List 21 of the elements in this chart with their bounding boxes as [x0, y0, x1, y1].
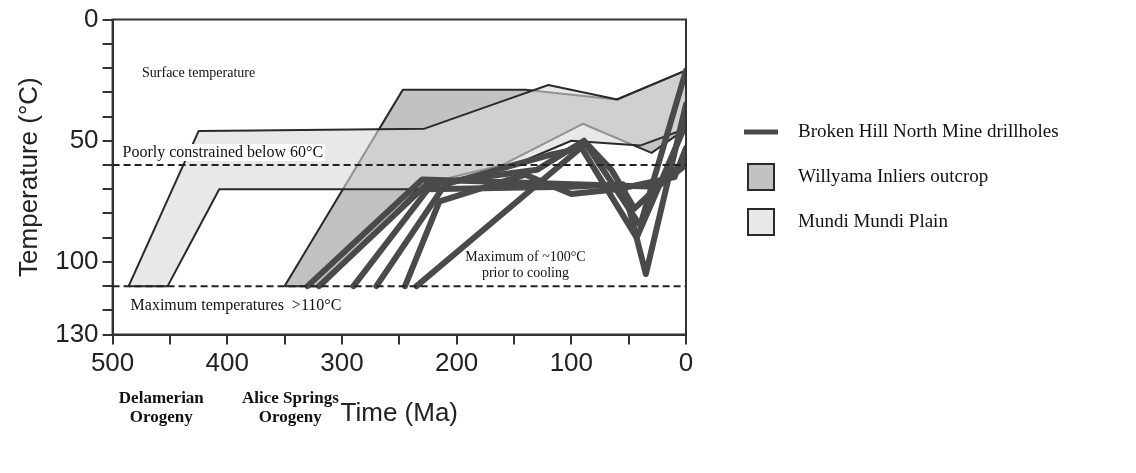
ref-line-label: Poorly constrained below 60°C: [122, 143, 324, 162]
text: Delamerian Orogeny: [118, 388, 205, 427]
legend-label: Broken Hill North Mine drillholes: [798, 120, 1059, 142]
x-tick-label: 400: [205, 347, 249, 378]
y-tick-label: 0: [84, 2, 99, 33]
x-axis-title: Time (Ma): [340, 396, 459, 427]
x-tick-label: 100: [549, 347, 594, 378]
legend-label: Willyama Inliers outcrop: [798, 165, 989, 187]
x-tick-label: 200: [434, 347, 479, 378]
legend-label: Mundi Mundi Plain: [798, 210, 949, 232]
x-tick-label: 0: [678, 347, 694, 378]
ref-line-label: Maximum temperatures >110°C: [130, 296, 342, 315]
annotation: Maximum of ~100°C prior to cooling: [465, 248, 586, 280]
x-tick-label: 300: [320, 347, 364, 378]
y-tick-label: 100: [55, 245, 99, 276]
annotation: Surface temperature: [142, 64, 256, 80]
x-tick-label: 500: [90, 347, 135, 378]
y-axis-title: Temperature (°C): [12, 77, 43, 277]
y-tick-label: 50: [69, 123, 99, 154]
text: Alice Springs Orogeny: [241, 388, 340, 427]
y-tick-label: 130: [55, 317, 99, 348]
